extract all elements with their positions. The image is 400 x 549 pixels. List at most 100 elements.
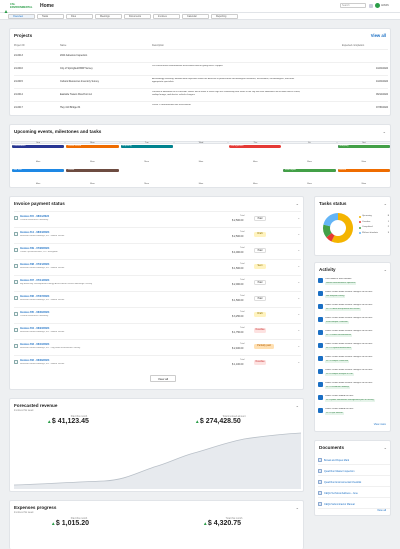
invoice-expand-icon[interactable]: ⌄ [297, 344, 300, 348]
activity-item[interactable]: James Dentin made several changes on the… [318, 355, 390, 367]
tab-calendar[interactable]: Calendar [182, 14, 209, 19]
activity-task-tag[interactable]: Senior Environmental Specialist [325, 281, 357, 286]
table-row[interactable]: 24-0017 Hwy 410 Bridge #4 Phase 1 environm… [14, 101, 388, 114]
invoices-collapse-icon[interactable]: ⌄ [295, 201, 299, 206]
calendar-more-link[interactable]: More [198, 161, 204, 163]
document-item[interactable]: Boreal and Ropes Mark [318, 455, 390, 465]
calendar-event[interactable]: Final report [283, 169, 336, 173]
invoice-name[interactable]: Invoice #05 - 06/30/2024 [20, 311, 50, 314]
activity-item[interactable]: James Dentin made several changes on the… [318, 368, 390, 380]
table-row[interactable]: 24-0014 Eastside Towers Riverfront LA Loca… [14, 88, 388, 101]
tab-documents[interactable]: Documents [124, 14, 151, 19]
tab-tasks[interactable]: Tasks [37, 14, 64, 19]
donut-slice-upcoming[interactable] [331, 213, 353, 243]
tasks-status-collapse-icon[interactable]: ⌄ [383, 201, 387, 206]
projects-view-all-link[interactable]: View all [370, 33, 386, 38]
invoice-expand-icon[interactable]: ⌄ [297, 280, 300, 284]
list-item[interactable]: Invoice #09 - 07/28/2024 Caltek Ops Assoc… [14, 243, 301, 259]
document-name[interactable]: Quad Run Master Inspection [324, 469, 355, 473]
invoices-view-all-button[interactable]: View all [150, 375, 176, 382]
document-name[interactable]: CEQA Subcontractor Manual [324, 502, 355, 506]
activity-item[interactable]: Cara added a new member Senior Environmen… [318, 277, 390, 289]
activity-task-tag[interactable]: SC-3 Sample Collection [325, 359, 350, 364]
invoice-name[interactable]: Invoice #03 - 06/16/2024 [20, 343, 50, 346]
calendar-more-link[interactable]: More [253, 161, 258, 163]
activity-task-tag[interactable]: SC-Update stormwater management plan or … [325, 398, 375, 403]
calendar-more-link[interactable]: More [307, 183, 312, 185]
activity-item[interactable]: James Dentin made several changes on the… [318, 290, 390, 302]
list-item[interactable]: Invoice #14 - 08/04/2024 Riverfront Retai… [14, 227, 301, 243]
list-item[interactable]: Invoice #15 - 08/11/2024 Cultural Resourc… [14, 211, 301, 227]
activity-task-tag[interactable]: SC-4 Spill hazmat [325, 411, 344, 416]
invoice-expand-icon[interactable]: ⌄ [297, 312, 300, 316]
activity-item[interactable]: James Dentin made several changes on the… [318, 329, 390, 341]
invoice-expand-icon[interactable]: ⌄ [297, 360, 300, 364]
calendar-event[interactable]: Site visit [12, 169, 65, 173]
document-item[interactable]: Quad Run Master Inspection [318, 466, 390, 476]
forecasted-collapse-icon[interactable]: ⌄ [295, 403, 299, 408]
invoice-name[interactable]: Invoice #14 - 08/04/2024 [20, 231, 50, 234]
invoice-expand-icon[interactable]: ⌄ [297, 328, 300, 332]
activity-task-tag[interactable]: SC-1 Obtain and present last results [325, 307, 361, 312]
calendar-more-link[interactable]: More [361, 183, 367, 185]
activity-item[interactable]: James Dentin made several changes on the… [318, 303, 390, 315]
activity-item[interactable]: James Dentin added the task SC-Update sto… [318, 394, 390, 406]
calendar-more-link[interactable]: More [90, 161, 95, 163]
activity-item[interactable]: James Dentin made several changes on the… [318, 316, 390, 328]
document-item[interactable]: Quad Run Environmental Checklist [318, 477, 390, 487]
search-input[interactable]: Search [340, 3, 366, 8]
list-item[interactable]: Invoice #04 - 06/23/2024 Riverfront Retai… [14, 323, 301, 339]
donut-slice-completed[interactable] [323, 224, 332, 238]
donut-slice-without-duedate[interactable] [323, 213, 338, 227]
table-row[interactable]: 24-0015 Cultural Resources Inventory Surv… [14, 75, 388, 88]
brand-logo-icon[interactable] [3, 3, 9, 16]
tab-reporting[interactable]: Reporting [211, 14, 238, 19]
user-name[interactable]: ADMIN [381, 4, 389, 7]
calendar-event[interactable]: Management [229, 145, 282, 149]
invoice-expand-icon[interactable]: ⌄ [297, 232, 300, 236]
document-name[interactable]: Quad Run Environmental Checklist [324, 480, 362, 484]
list-item[interactable]: Invoice #06 - 07/07/2024 Riverfront Retai… [14, 291, 301, 307]
activity-item[interactable]: James Dentin added the task SC-4 Spill ha… [318, 407, 390, 419]
tab-invoices[interactable]: Invoices [153, 14, 180, 19]
activity-task-tag[interactable]: Set template survey [325, 294, 346, 299]
calendar-more-link[interactable]: More [144, 183, 149, 185]
invoice-name[interactable]: Invoice #08 - 07/21/2024 [20, 263, 50, 266]
list-item[interactable]: Invoice #08 - 07/21/2024 Riverfront Retai… [14, 259, 301, 275]
invoice-name[interactable]: Invoice #04 - 06/23/2024 [20, 327, 50, 330]
document-item[interactable]: CEQA Technical Address - June [318, 488, 390, 498]
activity-task-tag[interactable]: SC-1 Select Environmental [325, 333, 352, 338]
donut-slice-overdue[interactable] [326, 232, 335, 242]
calendar-event[interactable]: Invoice [337, 169, 390, 173]
list-item[interactable]: Invoice #03 - 06/16/2024 Riverfront Retai… [14, 339, 301, 355]
invoice-expand-icon[interactable]: ⌄ [297, 248, 300, 252]
document-name[interactable]: Boreal and Ropes Mark [324, 458, 350, 462]
calendar-more-link[interactable]: More [90, 183, 95, 185]
list-item[interactable]: Invoice #02 - 06/09/2024 Riverfront Retai… [14, 355, 301, 371]
document-item[interactable]: CEQA Subcontractor Manual [318, 499, 390, 509]
invoice-name[interactable]: Invoice #06 - 07/07/2024 [20, 295, 50, 298]
activity-task-tag[interactable]: SC-4 Sample analysis in Lab [325, 372, 354, 377]
tab-files[interactable]: Files [66, 14, 93, 19]
project-name[interactable]: Hwy 410 Bridge #4 [60, 106, 81, 109]
project-name[interactable]: City of Springfield BMP Survey [60, 67, 93, 70]
documents-collapse-icon[interactable]: ⌄ [383, 445, 387, 450]
activity-task-tag[interactable]: SC-2 Physical Assessment [325, 346, 352, 351]
calendar-event[interactable]: Deliverables [12, 145, 65, 149]
expenses-collapse-icon[interactable]: ⌄ [295, 505, 299, 510]
calendar-event[interactable]: Permit [66, 169, 119, 173]
calendar-more-link[interactable]: More [307, 161, 312, 163]
calendar-event[interactable]: Permit review [66, 145, 119, 149]
tab-meetings[interactable]: Meetings [95, 14, 122, 19]
invoice-expand-icon[interactable]: ⌄ [297, 264, 300, 268]
calendar-more-link[interactable]: More [361, 161, 367, 163]
calendar-collapse-icon[interactable]: ⌄ [382, 129, 386, 134]
calendar-more-link[interactable]: More [35, 161, 41, 163]
invoice-name[interactable]: Invoice #02 - 06/09/2024 [20, 359, 50, 362]
table-row[interactable]: 24-0016 City of Springfield BMP Survey Pre… [14, 62, 388, 75]
invoice-expand-icon[interactable]: ⌄ [297, 216, 300, 220]
calendar-more-link[interactable]: More [35, 183, 41, 185]
documents-view-all-link[interactable]: View all [377, 509, 386, 512]
invoice-expand-icon[interactable]: ⌄ [297, 296, 300, 300]
calendar-event[interactable]: Reporting [120, 145, 173, 149]
